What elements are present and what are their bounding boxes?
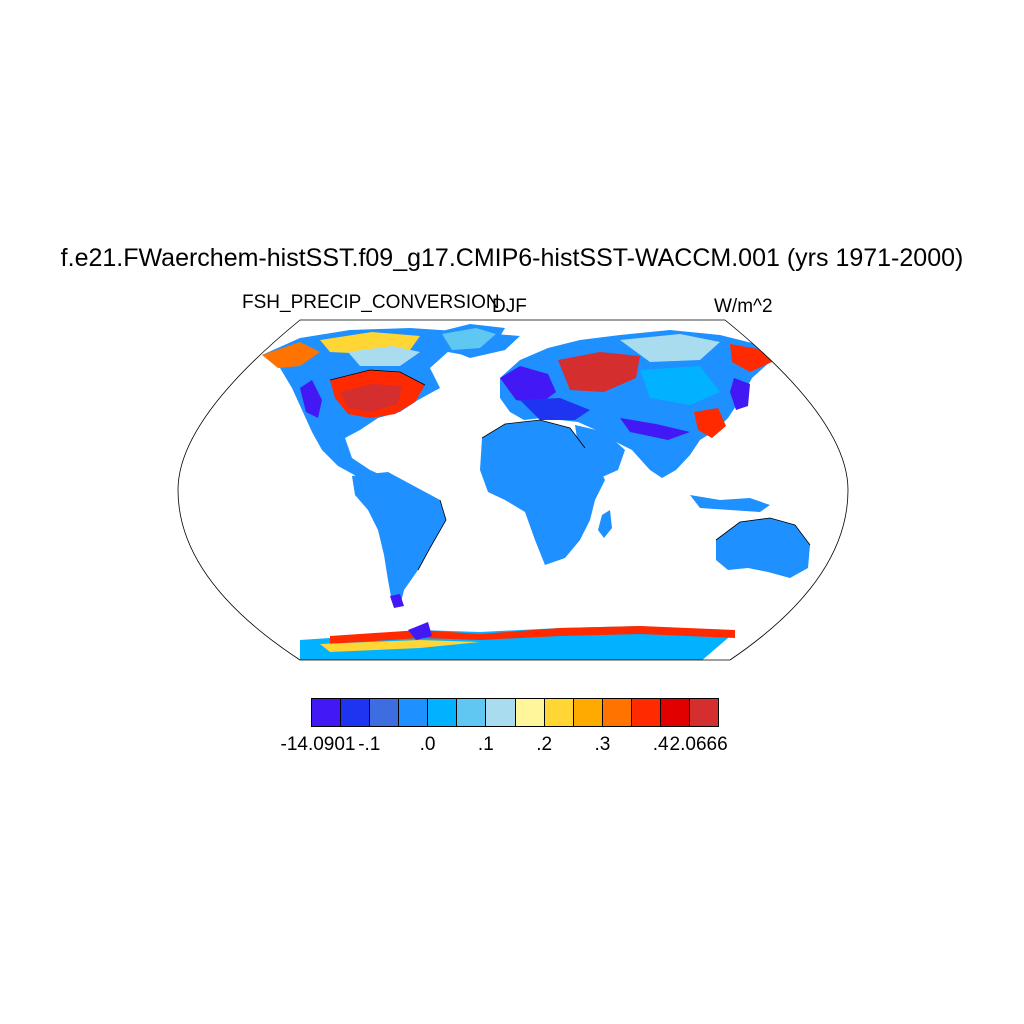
colorbar-box <box>341 699 371 726</box>
madagascar-land <box>598 510 612 538</box>
antarctic-peninsula-cold <box>408 622 432 640</box>
colorbar-box <box>602 699 632 726</box>
australia-land <box>716 518 810 578</box>
indonesia-land <box>690 495 770 512</box>
antarctica-warm-strip <box>330 626 735 644</box>
canada-lightblue <box>348 346 420 366</box>
arabia-land <box>575 425 625 478</box>
europe-cold-south <box>520 398 590 420</box>
colorbar-box <box>515 699 545 726</box>
alaska-warm <box>262 342 320 368</box>
n-america-cold-west <box>300 380 322 418</box>
season-label: DJF <box>492 296 527 317</box>
colorbar-box <box>573 699 603 726</box>
overlays <box>262 328 772 652</box>
s-america-tip-cold <box>390 594 404 608</box>
africa-land <box>480 420 605 565</box>
colorbar-box <box>544 699 574 726</box>
asia-midblue <box>640 366 720 405</box>
europe-cold <box>500 366 556 404</box>
colorbar-box <box>631 699 661 726</box>
colorbar-box <box>370 699 400 726</box>
globe-outline <box>177 319 849 661</box>
n-america-hot <box>340 384 402 412</box>
coastline-lines <box>329 369 811 571</box>
colorbar-tick-label: -14.0901 <box>280 734 356 755</box>
himalaya-cold <box>620 418 690 440</box>
colorbar-box <box>660 699 691 726</box>
colorbar-box <box>399 699 429 726</box>
variable-label: FSH_PRECIP_CONVERSION <box>242 292 500 313</box>
colorbar-box <box>457 699 487 726</box>
colorbar-tick-label: .4 <box>652 734 669 755</box>
plot-title: f.e21.FWaerchem-histSST.f09_g17.CMIP6-hi… <box>60 244 964 272</box>
russia-hot <box>558 352 640 392</box>
new-zealand-land <box>822 566 832 582</box>
east-asia-cold <box>730 378 750 410</box>
colorbar-tick-label: .3 <box>594 734 611 755</box>
colorbar-tick-label: 2.0666 <box>669 734 728 755</box>
colorbar <box>311 698 719 727</box>
colorbar-box <box>690 699 719 726</box>
south-america-land <box>352 472 446 606</box>
units-label: W/m^2 <box>714 296 773 317</box>
colorbar-tick-label: .1 <box>477 734 494 755</box>
greenland-lightblue <box>442 328 496 350</box>
colorbar-box <box>428 699 458 726</box>
siberia-lightblue <box>620 334 720 362</box>
colorbar-tick-label: .0 <box>419 734 436 755</box>
colorbar-box <box>312 699 342 726</box>
colorbar-tick-label: -.1 <box>358 734 381 755</box>
antarctica-yellow <box>320 640 480 652</box>
china-warm <box>694 408 726 438</box>
colorbar-tick-label: .2 <box>536 734 553 755</box>
colorbar-box <box>486 699 516 726</box>
